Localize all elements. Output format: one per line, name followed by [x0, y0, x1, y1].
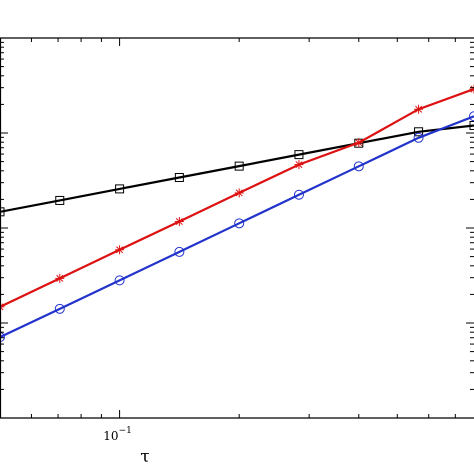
x-tick-label: 10−1: [103, 426, 132, 443]
data-point-circle: [234, 218, 245, 229]
series-layer: [0, 84, 474, 343]
x-tick-label-exponent: −1: [119, 426, 132, 436]
data-point-asterisk: [174, 217, 184, 227]
x-axis-label: τ: [140, 447, 149, 467]
data-point-circle: [54, 303, 65, 314]
data-point-circle: [174, 246, 185, 257]
axes-layer: 10−1: [0, 37, 474, 443]
data-point-asterisk: [294, 160, 304, 170]
data-point-square: [55, 195, 65, 205]
data-point-square: [469, 120, 474, 130]
series-line-3: [0, 115, 474, 339]
data-point-circle: [293, 189, 304, 200]
data-point-square: [294, 150, 304, 160]
data-point-square: [115, 184, 125, 194]
data-point-circle: [0, 332, 5, 343]
data-point-asterisk: [414, 104, 424, 114]
data-point-square: [414, 127, 424, 137]
data-point-asterisk: [469, 84, 474, 94]
data-point-asterisk: [354, 138, 364, 148]
data-point-asterisk: [0, 302, 5, 312]
x-tick-label-base: 10: [103, 429, 118, 443]
data-point-asterisk: [115, 245, 125, 255]
data-point-circle: [413, 132, 424, 143]
data-point-circle: [114, 275, 125, 286]
data-point-square: [0, 207, 5, 217]
series-line-1: [0, 124, 474, 213]
data-point-circle: [469, 111, 474, 122]
data-point-square: [234, 161, 244, 171]
data-point-circle: [353, 161, 364, 172]
data-point-asterisk: [55, 273, 65, 283]
data-point-asterisk: [234, 188, 244, 198]
data-point-square: [174, 173, 184, 183]
